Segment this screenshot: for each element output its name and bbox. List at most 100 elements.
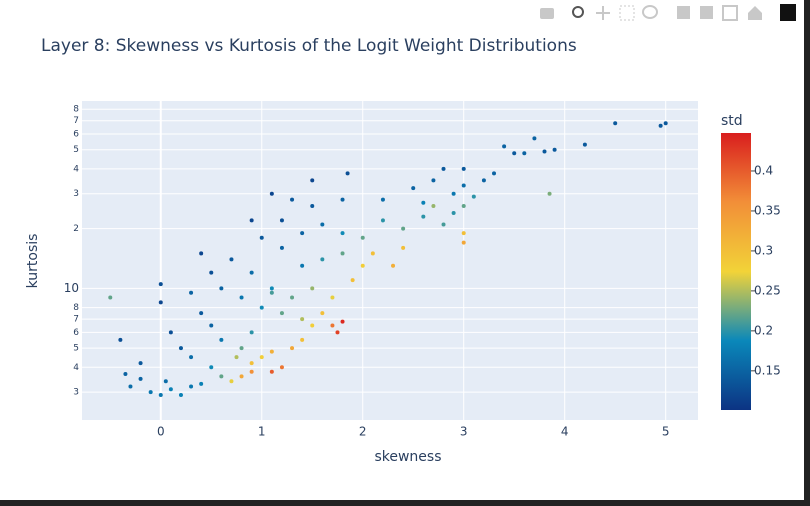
colorbar-tick-label: 0.3 [754,243,773,257]
point [219,337,224,342]
camera-icon[interactable] [540,8,554,19]
point [461,231,466,236]
point [340,231,345,236]
point [259,355,264,360]
colorbar-tick-label: 0.4 [754,163,773,177]
colorbar-tick-label: 0.25 [754,283,781,297]
point [340,319,345,324]
colorbar-tick-label: 0.15 [754,363,781,377]
point [148,390,153,395]
point [411,186,416,191]
point [269,369,274,374]
modebar[interactable] [540,4,796,21]
y-tick-label: 3 [73,189,79,199]
point [239,295,244,300]
colorbar-tick-label: 0.35 [754,203,781,217]
point [320,257,325,262]
point [269,290,274,295]
point [461,166,466,171]
point [300,317,305,322]
x-tick-label: 1 [258,425,266,439]
point [340,197,345,202]
point [189,290,194,295]
point [421,200,426,205]
point [163,379,168,384]
point [269,286,274,291]
point [290,197,295,202]
x-tick-label: 5 [662,425,670,439]
y-tick-label: 6 [73,328,79,338]
plotly-logo[interactable] [780,4,796,21]
point [320,222,325,227]
y-tick-label: 6 [73,129,79,139]
point [320,311,325,316]
point [391,263,396,268]
point [269,349,274,354]
point [219,286,224,291]
point [239,374,244,379]
lasso-icon[interactable] [642,5,658,19]
point [380,197,385,202]
y-tick-label: 8 [73,105,79,115]
y-tick-label: 2 [73,224,79,234]
point [542,149,547,154]
y-tick-label: 5 [73,344,79,354]
point [340,251,345,256]
point [582,142,587,147]
select-icon[interactable] [619,5,635,21]
y-tick-label: 4 [73,363,79,373]
point [290,295,295,300]
point [259,235,264,240]
point [441,166,446,171]
colorbar-tick-label: 0.2 [754,323,773,337]
point [421,214,426,219]
y-tick-label: 8 [73,303,79,313]
point [360,235,365,240]
point [310,204,315,209]
point [118,337,123,342]
point [492,171,497,176]
point [360,263,365,268]
x-tick-label: 0 [157,425,165,439]
point [138,361,143,366]
point [209,323,214,328]
point [209,365,214,370]
point [335,330,340,335]
zoom-icon[interactable] [572,6,584,18]
point [532,136,537,141]
point [178,393,183,398]
home-icon[interactable] [748,6,762,20]
point [512,151,517,156]
point [451,191,456,196]
point [401,226,406,231]
point [269,191,274,196]
point [481,178,486,183]
point [380,218,385,223]
zoom-in-icon[interactable] [677,6,690,19]
point [229,257,234,262]
point [249,361,254,366]
point [199,311,204,316]
autoscale-icon[interactable] [722,5,738,21]
point [330,323,335,328]
point [249,330,254,335]
point [290,346,295,351]
point [249,369,254,374]
y-tick-label: 7 [73,315,79,325]
x-tick-label: 3 [460,425,468,439]
pan-icon[interactable] [596,6,610,20]
point [209,270,214,275]
point [279,218,284,223]
point [300,231,305,236]
point [461,240,466,245]
point [310,286,315,291]
point [552,147,557,152]
zoom-out-icon[interactable] [700,6,713,19]
point [234,355,239,360]
point [461,183,466,188]
frame-edge [804,0,810,506]
point [229,379,234,384]
point [441,222,446,227]
point [108,295,113,300]
